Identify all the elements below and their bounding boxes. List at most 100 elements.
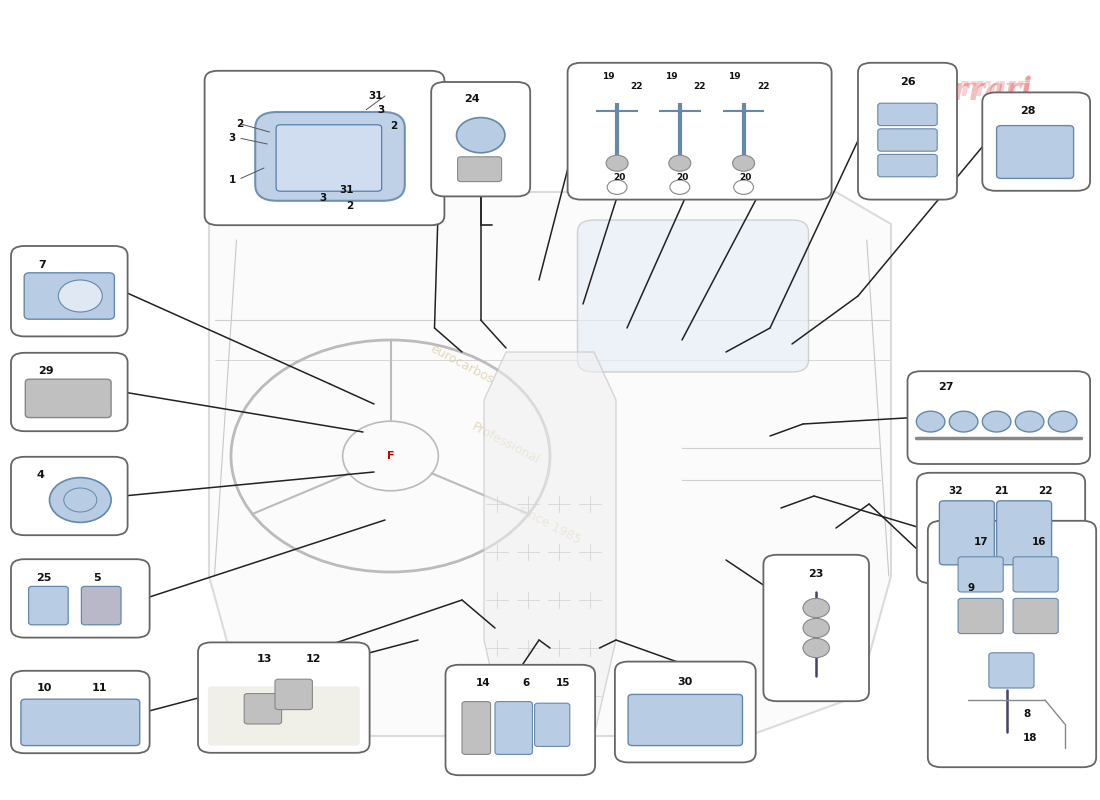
Circle shape (949, 411, 978, 432)
FancyBboxPatch shape (205, 71, 444, 226)
Text: 3: 3 (229, 134, 236, 143)
FancyBboxPatch shape (244, 694, 282, 724)
Circle shape (803, 638, 829, 658)
Text: 19: 19 (602, 72, 615, 82)
FancyBboxPatch shape (462, 702, 491, 754)
FancyBboxPatch shape (939, 501, 994, 565)
Circle shape (58, 280, 102, 312)
Text: 22: 22 (757, 82, 770, 91)
Circle shape (606, 155, 628, 171)
Text: 2: 2 (346, 201, 354, 210)
Text: 22: 22 (693, 82, 706, 91)
FancyBboxPatch shape (958, 598, 1003, 634)
FancyBboxPatch shape (81, 586, 121, 625)
FancyBboxPatch shape (958, 557, 1003, 592)
FancyBboxPatch shape (628, 694, 742, 746)
FancyBboxPatch shape (858, 62, 957, 200)
FancyBboxPatch shape (458, 157, 502, 182)
FancyBboxPatch shape (878, 103, 937, 126)
Text: 8: 8 (1023, 710, 1031, 719)
Text: 10: 10 (36, 683, 52, 693)
PathPatch shape (209, 192, 891, 736)
FancyBboxPatch shape (535, 703, 570, 746)
FancyBboxPatch shape (1013, 557, 1058, 592)
Text: F: F (387, 451, 394, 461)
FancyBboxPatch shape (1013, 598, 1058, 634)
Circle shape (1015, 411, 1044, 432)
Text: 2: 2 (390, 121, 398, 130)
Circle shape (733, 155, 755, 171)
FancyBboxPatch shape (917, 473, 1085, 583)
Circle shape (916, 411, 945, 432)
Text: 9: 9 (968, 583, 975, 593)
Circle shape (1048, 411, 1077, 432)
Text: 15: 15 (556, 678, 570, 688)
FancyBboxPatch shape (11, 246, 128, 336)
Text: 27: 27 (938, 382, 954, 392)
Text: 21: 21 (994, 486, 1009, 496)
Circle shape (456, 118, 505, 153)
Text: 14: 14 (476, 678, 491, 688)
Text: since 1985: since 1985 (517, 503, 583, 547)
FancyBboxPatch shape (615, 662, 756, 762)
Text: 24: 24 (464, 94, 480, 104)
Text: 23: 23 (808, 569, 824, 578)
Text: 31: 31 (368, 91, 383, 101)
Circle shape (803, 598, 829, 618)
Text: 20: 20 (739, 173, 752, 182)
FancyBboxPatch shape (11, 457, 128, 535)
Text: 30: 30 (678, 677, 693, 686)
FancyBboxPatch shape (446, 665, 595, 775)
FancyBboxPatch shape (198, 642, 370, 753)
FancyBboxPatch shape (878, 129, 937, 151)
Circle shape (803, 618, 829, 638)
FancyBboxPatch shape (495, 702, 532, 754)
Text: 2: 2 (236, 119, 244, 129)
Text: 13: 13 (256, 654, 272, 664)
FancyBboxPatch shape (908, 371, 1090, 464)
FancyBboxPatch shape (208, 686, 360, 746)
Text: 3: 3 (377, 105, 385, 114)
FancyBboxPatch shape (568, 62, 832, 200)
FancyBboxPatch shape (578, 220, 808, 372)
FancyBboxPatch shape (24, 273, 114, 319)
Text: eurocarbos: eurocarbos (428, 342, 496, 387)
Text: 32: 32 (948, 486, 962, 496)
Text: 26: 26 (900, 77, 915, 86)
Text: 1: 1 (229, 175, 236, 185)
FancyBboxPatch shape (997, 501, 1052, 565)
Text: 19: 19 (728, 72, 741, 82)
Text: 20: 20 (613, 173, 626, 182)
FancyBboxPatch shape (275, 679, 312, 710)
FancyBboxPatch shape (29, 586, 68, 625)
FancyBboxPatch shape (431, 82, 530, 197)
Text: 20: 20 (675, 173, 689, 182)
FancyBboxPatch shape (878, 154, 937, 177)
FancyBboxPatch shape (11, 353, 128, 431)
Text: 22: 22 (1038, 486, 1053, 496)
FancyBboxPatch shape (928, 521, 1096, 767)
FancyBboxPatch shape (989, 653, 1034, 688)
Circle shape (982, 411, 1011, 432)
Polygon shape (484, 352, 616, 736)
Text: 29: 29 (39, 366, 54, 376)
Text: 16: 16 (1032, 537, 1046, 546)
FancyBboxPatch shape (982, 93, 1090, 191)
Text: Professional: Professional (470, 420, 542, 467)
Text: 7: 7 (39, 260, 46, 270)
FancyBboxPatch shape (763, 555, 869, 701)
Circle shape (50, 478, 111, 522)
Text: 6: 6 (522, 678, 530, 688)
Text: Ferrari: Ferrari (925, 74, 1033, 102)
FancyBboxPatch shape (997, 126, 1074, 178)
FancyBboxPatch shape (21, 699, 140, 746)
Text: 25: 25 (36, 573, 52, 582)
Text: 28: 28 (1020, 106, 1035, 116)
Text: 18: 18 (1023, 734, 1037, 743)
FancyBboxPatch shape (255, 112, 405, 201)
FancyBboxPatch shape (11, 670, 150, 754)
Text: 11: 11 (91, 683, 107, 693)
FancyBboxPatch shape (276, 125, 382, 191)
FancyBboxPatch shape (25, 379, 111, 418)
Text: 31: 31 (339, 185, 354, 194)
